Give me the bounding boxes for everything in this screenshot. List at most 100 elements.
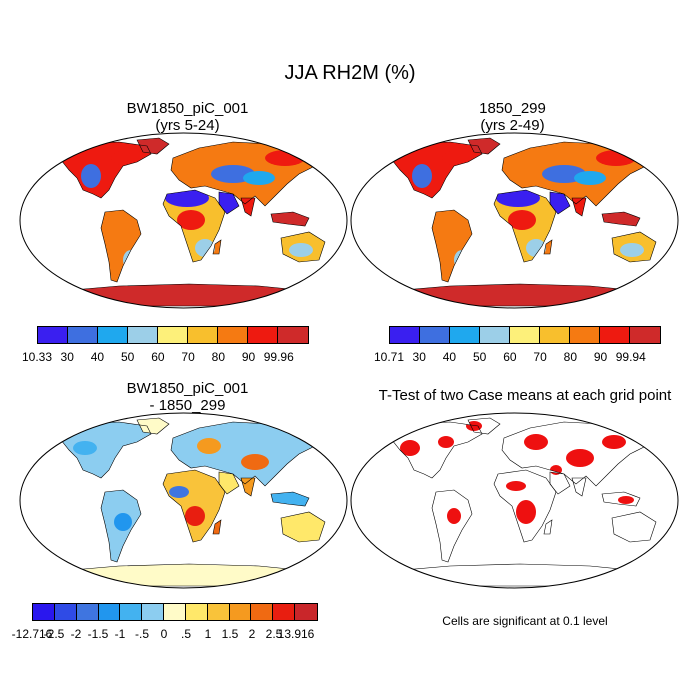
figure-title: JJA RH2M (%) — [284, 62, 416, 84]
land-region-madagascar — [213, 240, 221, 254]
value-patch — [412, 164, 432, 188]
map-panel-4 — [350, 412, 679, 589]
colorbar-swatch — [450, 327, 480, 343]
colorbar-panel-1-boxes — [37, 326, 309, 344]
coastline-madagascar — [212, 239, 222, 255]
land-region-madagascar — [544, 240, 552, 254]
colorbar-panel-2-boxes — [389, 326, 661, 344]
colorbar-label: 50 — [472, 350, 487, 364]
colorbar-swatch — [207, 604, 230, 620]
colorbar-label: 1.5 — [221, 627, 239, 641]
significant-cells — [516, 500, 536, 524]
value-patch — [496, 189, 540, 207]
colorbar-swatch — [570, 327, 600, 343]
colorbar-swatch — [480, 327, 510, 343]
coastline-south-america — [100, 209, 142, 283]
coastline-arabia — [218, 471, 240, 495]
land-region-se-asia-islands — [271, 492, 309, 506]
map-border — [19, 132, 348, 309]
coastline-arabia — [549, 191, 571, 215]
colorbar-label: 60 — [151, 350, 165, 364]
colorbar-label: -.5 — [134, 627, 150, 641]
colorbar-swatch — [420, 327, 450, 343]
value-patch — [81, 164, 101, 188]
colorbar-swatch — [273, 604, 296, 620]
land-region-india — [241, 198, 255, 216]
land-region-india — [572, 198, 586, 216]
coastline-africa — [493, 189, 557, 263]
colorbar-label: 70 — [533, 350, 547, 364]
coastline-australia — [280, 231, 326, 263]
significant-cells — [438, 436, 454, 448]
value-patch — [185, 506, 205, 526]
colorbar-swatch — [278, 327, 308, 343]
panel-2-title: 1850_299 (yrs 2-49) — [350, 100, 675, 134]
coastline-se-asia-islands — [601, 491, 641, 507]
colorbar-label: -2 — [70, 627, 82, 641]
land-region-arabia — [219, 192, 239, 214]
land-region-greenland — [468, 138, 500, 154]
colorbar-swatch — [68, 327, 98, 343]
colorbar-label: 0 — [160, 627, 168, 641]
colorbar-label: 40 — [442, 350, 457, 364]
land-region-greenland — [137, 418, 169, 434]
coastline-greenland — [136, 417, 170, 435]
colorbar-swatch — [76, 604, 99, 620]
colorbar-swatch — [630, 327, 660, 343]
colorbar-swatch — [390, 327, 420, 343]
colorbar-swatch — [164, 604, 186, 620]
land-region-greenland — [137, 138, 169, 154]
coastline-australia — [280, 511, 326, 543]
colorbar-label: 1 — [204, 627, 212, 641]
value-patch — [165, 189, 209, 207]
panel-2-title-line2: (yrs 2-49) — [480, 117, 545, 134]
coastline-north-america — [58, 421, 152, 479]
panel-1-title: BW1850_piC_001 (yrs 5-24) — [25, 100, 350, 134]
map-ocean — [351, 413, 678, 588]
colorbar-label: -2.5 — [43, 627, 65, 641]
coastline-australia — [611, 231, 657, 263]
value-patch — [508, 210, 536, 230]
panel-3-title: BW1850_piC_001 - 1850_299 — [25, 380, 350, 414]
colorbar-panel-1: 10.33 30 40 50 60 70 80 90 99.96 — [22, 326, 309, 366]
land-region-north-america — [59, 422, 151, 478]
colorbar-label: 2 — [248, 627, 256, 641]
significant-cells — [506, 481, 526, 491]
coastline-north-america — [389, 141, 483, 199]
panel-1-title-line1: BW1850_piC_001 — [126, 100, 249, 117]
land-region-south-america — [101, 210, 141, 282]
coastline-south-america — [431, 489, 473, 563]
coastline-south-america — [431, 209, 473, 283]
coastline-madagascar — [543, 239, 553, 255]
value-patch — [241, 454, 269, 470]
panel-4-title: T-Test of two Case means at each grid po… — [350, 387, 700, 404]
colorbar-panel-3-boxes — [32, 603, 318, 621]
colorbar-label: 10.33 — [21, 350, 53, 364]
colorbar-swatch — [229, 604, 252, 620]
coastline-se-asia-islands — [270, 491, 310, 507]
colorbar-label: -12.716 — [11, 627, 53, 641]
colorbar-label: 2.5 — [265, 627, 283, 641]
map-border — [350, 132, 679, 309]
map-border — [350, 412, 679, 589]
colorbar-swatch — [600, 327, 630, 343]
colorbar-swatch — [128, 327, 158, 343]
significance-note: Cells are significant at 0.1 level — [442, 614, 608, 628]
value-patch — [289, 522, 309, 534]
coastline-greenland — [467, 417, 501, 435]
colorbar-swatch — [185, 604, 208, 620]
colorbar-label: 30 — [60, 350, 74, 364]
colorbar-swatch — [218, 327, 248, 343]
colorbar-swatch — [158, 327, 188, 343]
colorbar-label: 90 — [593, 350, 608, 364]
significant-cells — [400, 440, 420, 456]
colorbar-panel-2: 10.71 30 40 50 60 70 80 90 99.94 — [374, 326, 661, 366]
colorbar-swatch — [251, 604, 274, 620]
coastline-india — [240, 197, 256, 217]
colorbar-label: -1 — [114, 627, 126, 641]
coastline-greenland — [467, 137, 501, 155]
colorbar-swatch — [510, 327, 540, 343]
panel-4-title-line1: T-Test of two Case means at each grid po… — [378, 387, 672, 404]
coastline-se-asia-islands — [270, 211, 310, 227]
colorbar-label: 90 — [241, 350, 256, 364]
